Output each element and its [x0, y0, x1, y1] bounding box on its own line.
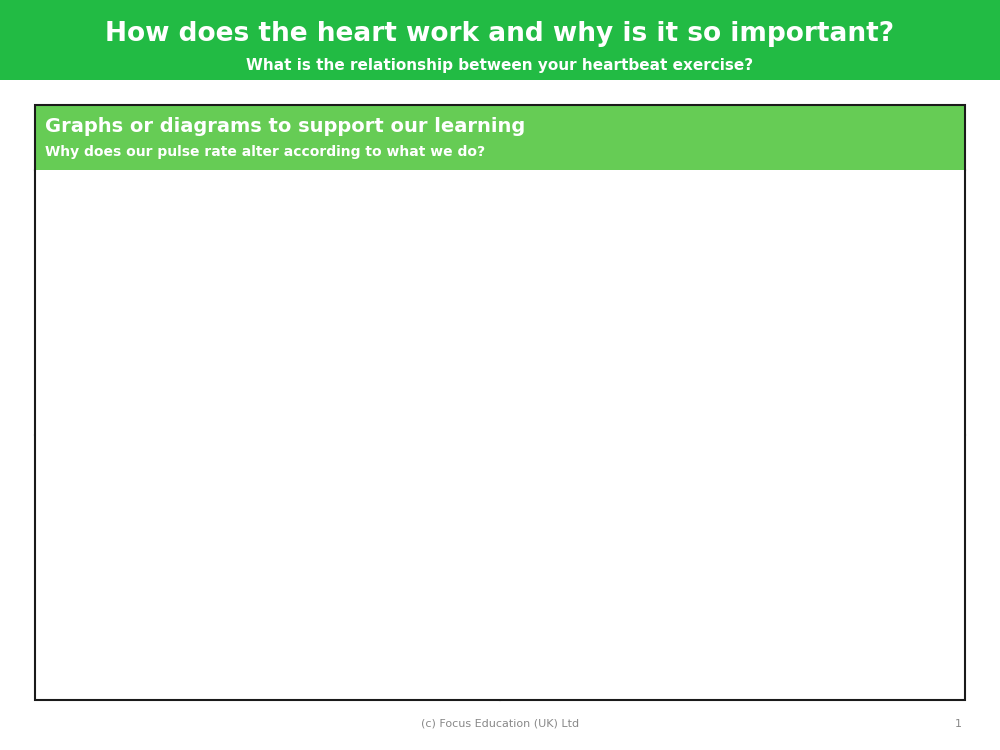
Text: What is the relationship between your heartbeat exercise?: What is the relationship between your he… [246, 58, 754, 73]
Text: Why does our pulse rate alter according to what we do?: Why does our pulse rate alter according … [45, 146, 485, 159]
Text: Graphs or diagrams to support our learning: Graphs or diagrams to support our learni… [45, 116, 525, 136]
Text: (c) Focus Education (UK) Ltd: (c) Focus Education (UK) Ltd [421, 718, 579, 729]
Text: How does the heart work and why is it so important?: How does the heart work and why is it so… [105, 21, 895, 46]
Text: 1: 1 [955, 718, 962, 729]
